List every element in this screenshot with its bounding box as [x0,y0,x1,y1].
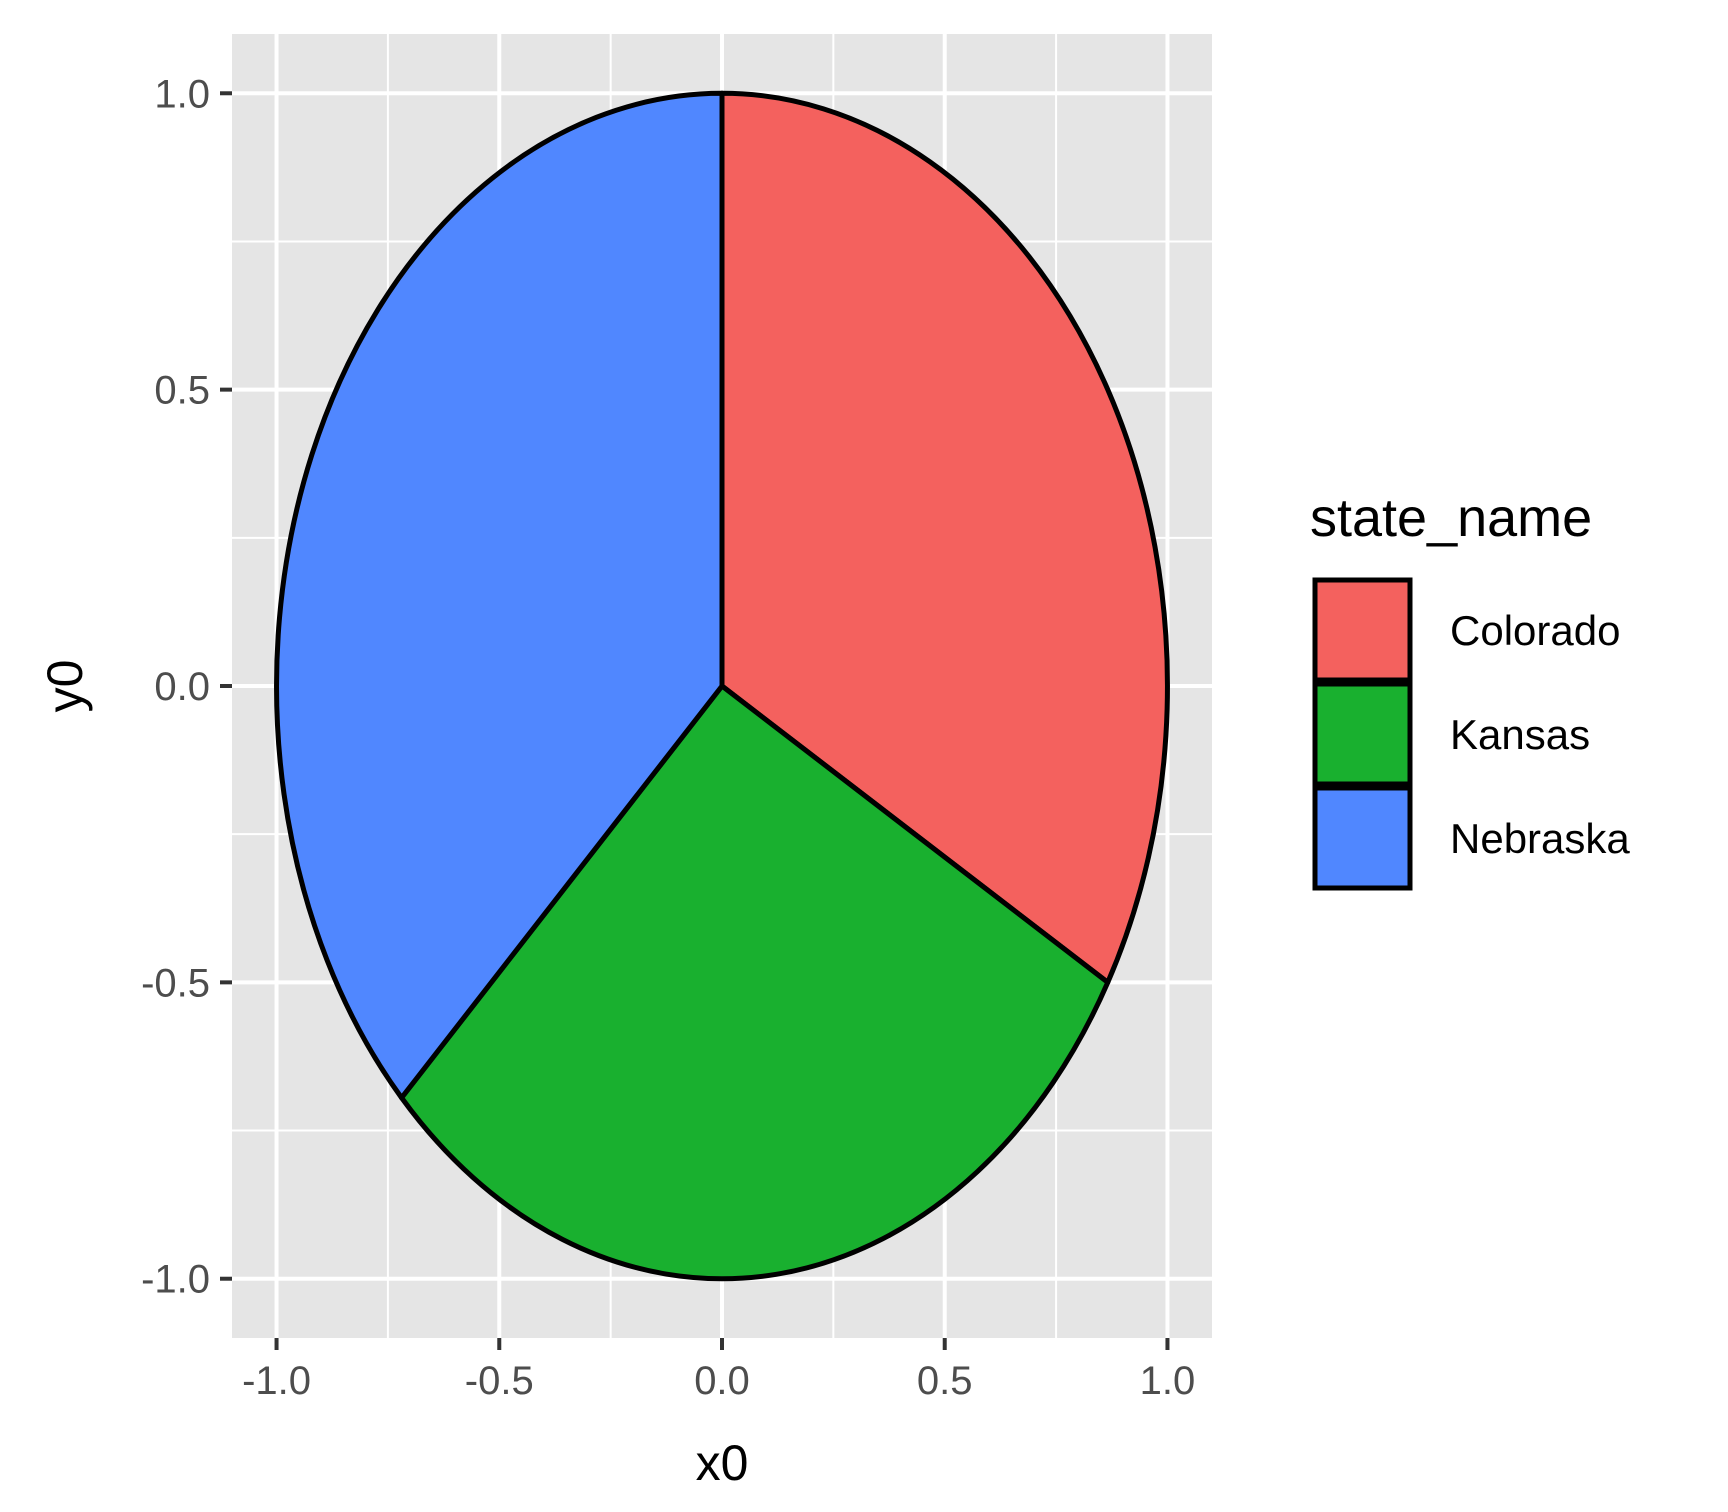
x-tick-label: -0.5 [465,1359,534,1403]
legend-label-kansas: Kansas [1450,711,1590,758]
y-axis-title: y0 [37,660,93,713]
x-tick-label: 0.5 [917,1359,973,1403]
pie-slice-colorado [719,90,1170,985]
x-tick-label: 1.0 [1140,1359,1196,1403]
pie-slice-kansas [399,683,1111,1282]
legend-key-colorado [1312,577,1413,683]
legend: state_name Colorado Kansas Nebraska [1310,488,1630,891]
y-tick-label: 0.0 [154,665,210,709]
legend-key-kansas [1312,681,1413,787]
x-axis-title: x0 [696,1435,749,1491]
legend-title: state_name [1310,488,1592,548]
legend-label-nebraska: Nebraska [1450,815,1630,862]
axes: -1.0 -0.5 0.0 0.5 1.0 -1.0 -0.5 0.0 0.5 1.0 [141,72,1195,1403]
y-tick-label: -0.5 [141,961,210,1005]
x-tick-label: 0.0 [694,1359,750,1403]
pie-slice-nebraska [274,90,725,1101]
y-tick-label: 1.0 [154,72,210,116]
legend-key-nebraska [1312,785,1413,891]
legend-label-colorado: Colorado [1450,607,1620,654]
y-tick-label: -1.0 [141,1258,210,1302]
x-tick-label: -1.0 [242,1359,311,1403]
y-tick-label: 0.5 [154,369,210,413]
pie-slices [274,90,1170,1282]
